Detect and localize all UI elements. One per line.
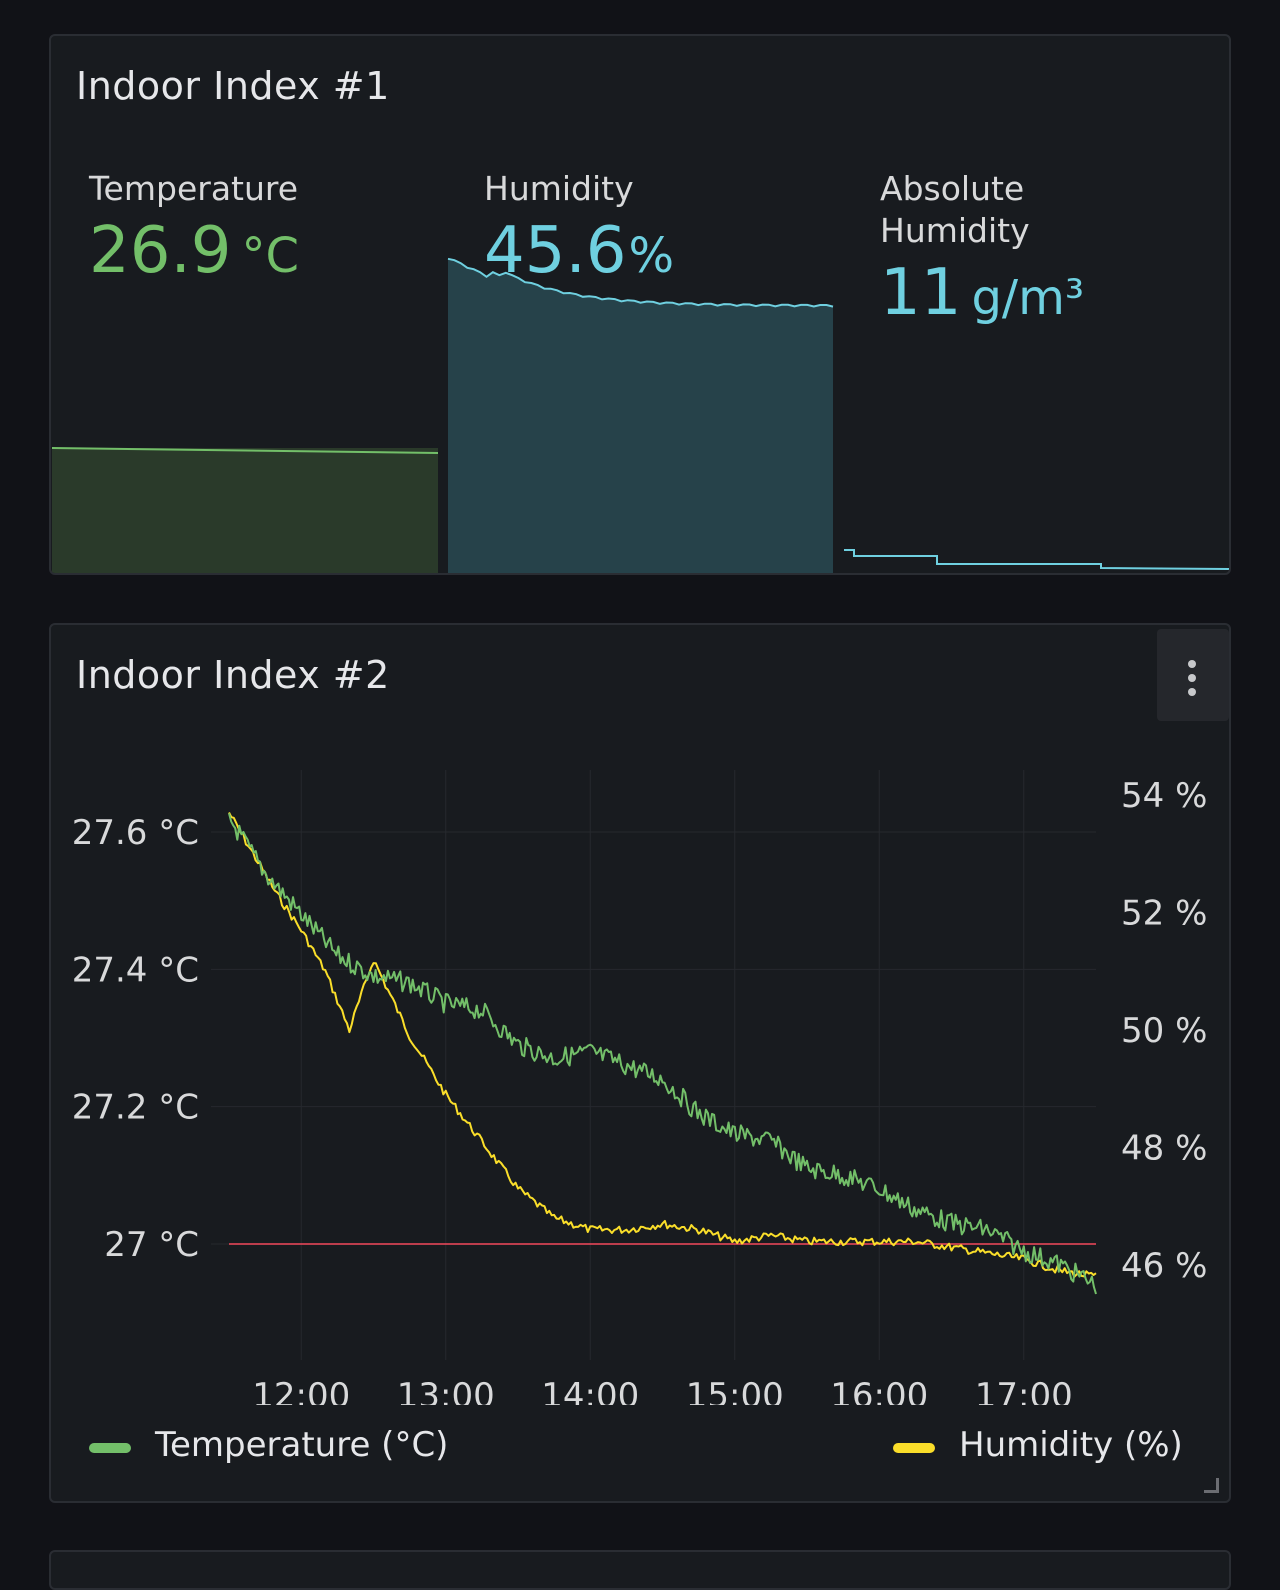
- panel-title[interactable]: Indoor Index #1: [76, 64, 390, 108]
- next-panel: [49, 1550, 1231, 1590]
- legend-swatch: [89, 1443, 131, 1453]
- y-right-tick-label: 48 %: [1121, 1129, 1207, 1169]
- absolute-humidity-sparkline: [844, 549, 1229, 570]
- y-left-tick-label: 27 °C: [104, 1225, 199, 1265]
- legend-label: Humidity (%): [959, 1425, 1183, 1465]
- indoor-index-1-panel: Indoor Index #1 Temperature 26.9 °C Humid…: [49, 34, 1231, 575]
- humidity-series-line: [228, 812, 1097, 1278]
- y-left-tick-label: 27.4 °C: [72, 950, 199, 990]
- y-right-tick-label: 50 %: [1121, 1011, 1207, 1051]
- x-tick-label: 16:00: [830, 1376, 928, 1405]
- temperature-value: 26.9 °C: [89, 214, 300, 288]
- humidity-label: Humidity: [484, 169, 634, 208]
- humidity-sparkline-fill: [448, 258, 833, 573]
- panel-title[interactable]: Indoor Index #2: [76, 653, 390, 697]
- legend-label: Temperature (°C): [155, 1425, 449, 1465]
- resize-handle-icon[interactable]: [1204, 1478, 1219, 1493]
- panel-menu-button[interactable]: [1157, 629, 1229, 721]
- x-tick-label: 17:00: [975, 1376, 1073, 1405]
- temperature-sparkline: [51, 447, 439, 454]
- humidity-value: 45.6%: [484, 214, 675, 288]
- sparkline-layer: [51, 257, 1229, 573]
- legend-swatch: [893, 1443, 935, 1453]
- timeseries-chart[interactable]: 12:00 13:00 14:00 15:00 16:00 17:00 27.6 °C 27.…: [51, 625, 1231, 1405]
- y-left-tick-label: 27.6 °C: [72, 813, 199, 853]
- x-tick-label: 12:00: [252, 1376, 350, 1405]
- x-tick-label: 14:00: [541, 1376, 639, 1405]
- x-tick-label: 13:00: [397, 1376, 495, 1405]
- x-tick-label: 15:00: [686, 1376, 784, 1405]
- temperature-label: Temperature: [89, 169, 299, 208]
- temperature-series-line: [228, 813, 1097, 1295]
- temperature-sparkline-fill: [52, 448, 438, 573]
- absolute-humidity-value: 11 g/m³: [880, 256, 1085, 330]
- indoor-index-2-panel: Indoor Index #2 12:00 13:00 14:00 15:00 16:0…: [49, 623, 1231, 1503]
- absolute-humidity-label: Absolute Humidity: [880, 169, 1030, 250]
- y-right-tick-label: 52 %: [1121, 894, 1207, 934]
- humidity-sparkline: [447, 257, 834, 308]
- y-left-tick-label: 27.2 °C: [72, 1088, 199, 1128]
- y-right-tick-label: 46 %: [1121, 1246, 1207, 1286]
- y-right-tick-label: 54 %: [1121, 776, 1207, 816]
